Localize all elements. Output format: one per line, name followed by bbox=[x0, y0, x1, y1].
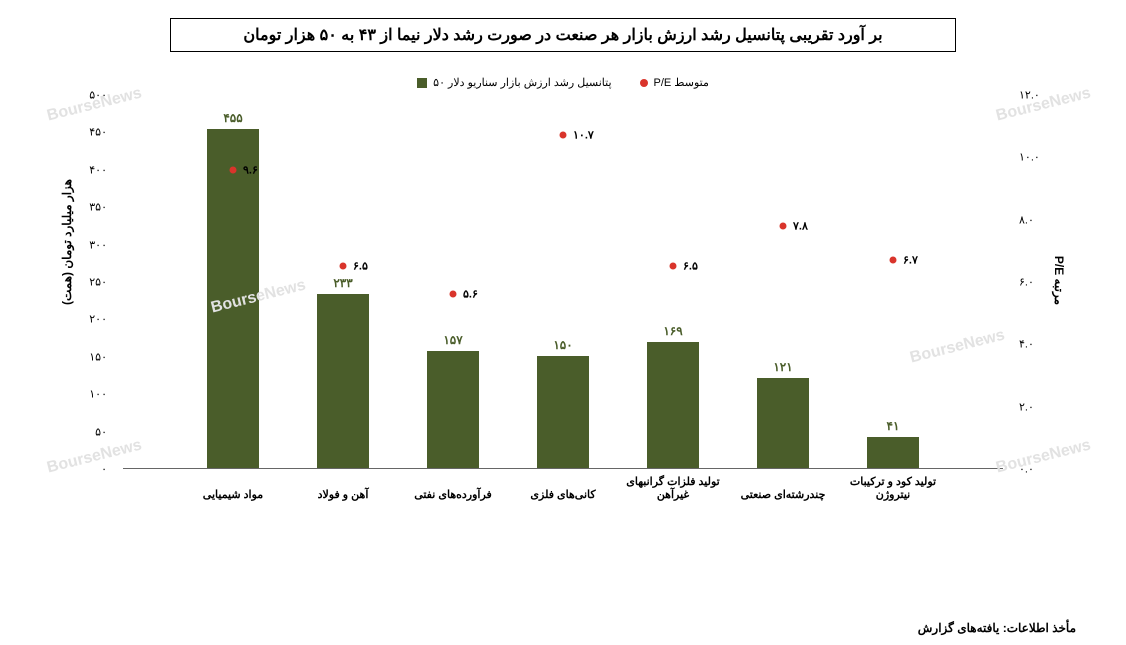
bar-value-label: ۱۵۷ bbox=[443, 333, 462, 347]
bar bbox=[647, 342, 699, 468]
y-left-tick: ۵۰ bbox=[53, 425, 113, 438]
chart-title: بر آورد تقریبی پتانسیل رشد ارزش بازار هر… bbox=[170, 18, 956, 52]
legend-bar-swatch bbox=[417, 78, 427, 88]
pe-value-label: ۶.۵ bbox=[683, 259, 698, 272]
pe-value-label: ۶.۵ bbox=[353, 259, 368, 272]
y-right-tick: ۴.۰ bbox=[1013, 338, 1073, 351]
y-left-tick: ۰ bbox=[53, 463, 113, 476]
legend: متوسط P/E پتانسیل رشد ارزش بازار سناریو … bbox=[0, 76, 1126, 89]
bar-value-label: ۴۱ bbox=[887, 419, 900, 433]
y-left-tick: ۵۰۰ bbox=[53, 89, 113, 102]
pe-dot bbox=[560, 132, 567, 139]
y-right-tick: ۸.۰ bbox=[1013, 213, 1073, 226]
chart-area: هزار میلیارد تومان (همت) مرتبه P/E ۰۵۰۱۰… bbox=[53, 95, 1073, 515]
bar bbox=[757, 378, 809, 468]
pe-value-label: ۷.۸ bbox=[793, 219, 808, 232]
x-category-label: تولید فلزات گرانبهای غیرآهن bbox=[618, 475, 728, 501]
y-right-tick: ۱۲.۰ bbox=[1013, 89, 1073, 102]
bar bbox=[317, 294, 369, 468]
y-left-tick: ۴۵۰ bbox=[53, 126, 113, 139]
pe-dot bbox=[890, 256, 897, 263]
pe-dot bbox=[670, 262, 677, 269]
y-right-tick: ۰.۰ bbox=[1013, 463, 1073, 476]
y-left-tick: ۲۰۰ bbox=[53, 313, 113, 326]
x-category-label: آهن و فولاد bbox=[288, 488, 398, 501]
legend-dot-swatch bbox=[640, 79, 648, 87]
y-right-tick: ۶.۰ bbox=[1013, 276, 1073, 289]
bar bbox=[427, 351, 479, 468]
y-right-tick: ۱۰.۰ bbox=[1013, 151, 1073, 164]
bar bbox=[867, 437, 919, 468]
pe-value-label: ۹.۶ bbox=[243, 163, 258, 176]
y-right-axis: ۰.۰۲.۰۴.۰۶.۰۸.۰۱۰.۰۱۲.۰ bbox=[1013, 95, 1073, 469]
y-left-tick: ۱۵۰ bbox=[53, 350, 113, 363]
pe-dot bbox=[340, 262, 347, 269]
y-left-tick: ۱۰۰ bbox=[53, 388, 113, 401]
x-category-label: کانی‌های فلزی bbox=[508, 488, 618, 501]
y-right-tick: ۲.۰ bbox=[1013, 400, 1073, 413]
source-note: مأخذ اطلاعات: یافته‌های گزارش bbox=[918, 621, 1076, 635]
x-category-label: چندرشته‌ای صنعتی bbox=[728, 488, 838, 501]
x-category-label: فرآورده‌های نفتی bbox=[398, 488, 508, 501]
bar-value-label: ۲۳۳ bbox=[333, 276, 352, 290]
pe-value-label: ۵.۶ bbox=[463, 287, 478, 300]
bar bbox=[207, 129, 259, 468]
y-left-tick: ۲۵۰ bbox=[53, 276, 113, 289]
y-left-tick: ۳۵۰ bbox=[53, 201, 113, 214]
legend-bar-label: پتانسیل رشد ارزش بازار سناریو دلار ۵۰ bbox=[433, 76, 611, 89]
y-left-axis: ۰۵۰۱۰۰۱۵۰۲۰۰۲۵۰۳۰۰۳۵۰۴۰۰۴۵۰۵۰۰ bbox=[53, 95, 113, 469]
legend-item-pe: متوسط P/E bbox=[640, 76, 709, 89]
pe-dot bbox=[450, 290, 457, 297]
pe-dot bbox=[780, 222, 787, 229]
bar-value-label: ۱۲۱ bbox=[773, 360, 792, 374]
pe-dot bbox=[230, 166, 237, 173]
pe-value-label: ۶.۷ bbox=[903, 253, 918, 266]
bar-value-label: ۱۵۰ bbox=[553, 338, 572, 352]
x-category-label: تولید کود و ترکیبات نیتروژن bbox=[838, 475, 948, 501]
pe-value-label: ۱۰.۷ bbox=[573, 129, 594, 142]
bar bbox=[537, 356, 589, 468]
bar-value-label: ۴۵۵ bbox=[223, 111, 242, 125]
y-left-tick: ۴۰۰ bbox=[53, 163, 113, 176]
legend-item-bar: پتانسیل رشد ارزش بازار سناریو دلار ۵۰ bbox=[417, 76, 611, 89]
legend-dot-label: متوسط P/E bbox=[654, 76, 709, 89]
x-axis-labels: مواد شیمیاییآهن و فولادفرآورده‌های نفتیک… bbox=[123, 475, 1003, 515]
bar-value-label: ۱۶۹ bbox=[663, 324, 682, 338]
y-left-tick: ۳۰۰ bbox=[53, 238, 113, 251]
x-category-label: مواد شیمیایی bbox=[178, 488, 288, 501]
plot-area: ۴۵۵۹.۶۲۳۳۶.۵۱۵۷۵.۶۱۵۰۱۰.۷۱۶۹۶.۵۱۲۱۷.۸۴۱۶… bbox=[123, 95, 1003, 469]
